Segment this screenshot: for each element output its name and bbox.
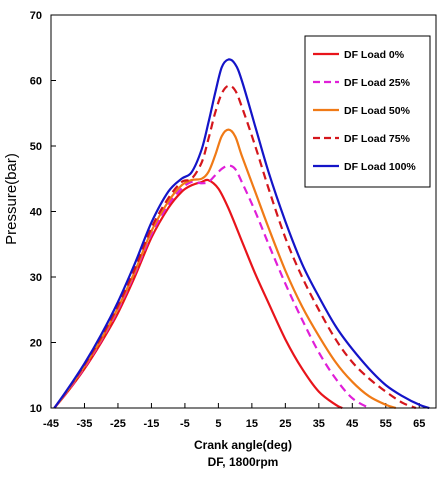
x-axis-title: Crank angle(deg) <box>194 438 292 452</box>
y-axis-title: Pressure(bar) <box>3 153 20 245</box>
y-tick-label: 60 <box>30 76 42 88</box>
y-tick-label: 20 <box>30 338 42 350</box>
x-tick-label: -5 <box>180 418 190 430</box>
series-line-1 <box>53 164 370 409</box>
x-tick-label: 5 <box>215 418 221 430</box>
x-tick-label: 25 <box>279 418 291 430</box>
legend: DF Load 0% DF Load 25% DF Load 50% DF Load … <box>304 35 431 188</box>
x-tick-label: 65 <box>413 418 425 430</box>
x-tick-labels: -45 -35 -25 -15 -5 5 15 25 35 45 55 65 <box>43 418 425 430</box>
x-tick-label: 35 <box>313 418 325 430</box>
x-tick-label: 15 <box>246 418 258 430</box>
legend-label: DF Load 0% <box>344 49 405 61</box>
legend-box <box>304 35 431 188</box>
y-tick-label: 50 <box>30 141 42 153</box>
series-lines <box>53 58 430 410</box>
x-tick-label: -45 <box>43 418 59 430</box>
x-tick-label: -35 <box>77 418 93 430</box>
x-tick-label: 45 <box>346 418 358 430</box>
plot-frame <box>50 14 437 409</box>
legend-label: DF Load 100% <box>344 161 416 173</box>
x-tick-label: -15 <box>143 418 159 430</box>
y-tick-label: 10 <box>30 403 42 415</box>
x-axis-subtitle: DF, 1800rpm <box>208 455 279 469</box>
legend-label: DF Load 75% <box>344 133 411 145</box>
y-tick-label: 30 <box>30 272 42 284</box>
x-tick-label: 55 <box>380 418 392 430</box>
legend-label: DF Load 25% <box>344 77 411 89</box>
legend-label: DF Load 50% <box>344 105 411 117</box>
y-tick-label: 70 <box>30 10 42 22</box>
series-line-3 <box>53 84 417 410</box>
series-line-0 <box>53 178 343 410</box>
series-line-4 <box>53 58 430 410</box>
x-tick-label: -25 <box>110 418 126 430</box>
y-tick-label: 40 <box>30 207 42 219</box>
y-tick-labels: 10 20 30 40 50 60 70 <box>30 10 42 415</box>
